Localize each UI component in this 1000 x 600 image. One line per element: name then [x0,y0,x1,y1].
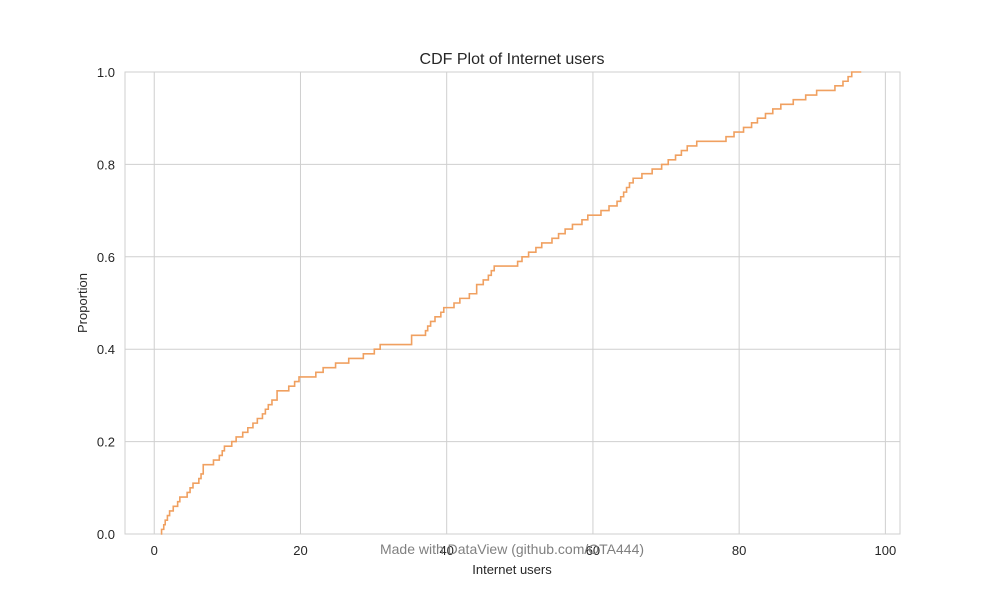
x-tick-label: 20 [293,543,307,558]
x-tick-label: 100 [875,543,897,558]
plot-frame [124,71,901,535]
x-tick-label: 0 [151,543,158,558]
x-tick-label: 60 [586,543,600,558]
x-tick-label: 80 [732,543,746,558]
tick-layer: 0 20 40 60 80 100 0.0 0.2 0.4 0.6 0.8 1.0 [97,65,896,558]
x-axis-title: Internet users [472,562,552,577]
x-tick-label: 40 [439,543,453,558]
y-tick-label: 0.2 [97,435,115,450]
y-tick-label: 0.4 [97,342,115,357]
chart-title: CDF Plot of Internet users [420,51,605,68]
y-tick-label: 0.0 [97,527,115,542]
series-layer [160,71,862,535]
y-tick-label: 1.0 [97,65,115,80]
y-tick-label: 0.6 [97,250,115,265]
watermark-text: Made with DataView (github.com/OTA444) [380,541,644,557]
y-tick-label: 0.8 [97,157,115,172]
y-axis-title: Proportion [75,273,90,333]
cdf-series-line [160,71,862,535]
grid-layer [125,71,900,535]
